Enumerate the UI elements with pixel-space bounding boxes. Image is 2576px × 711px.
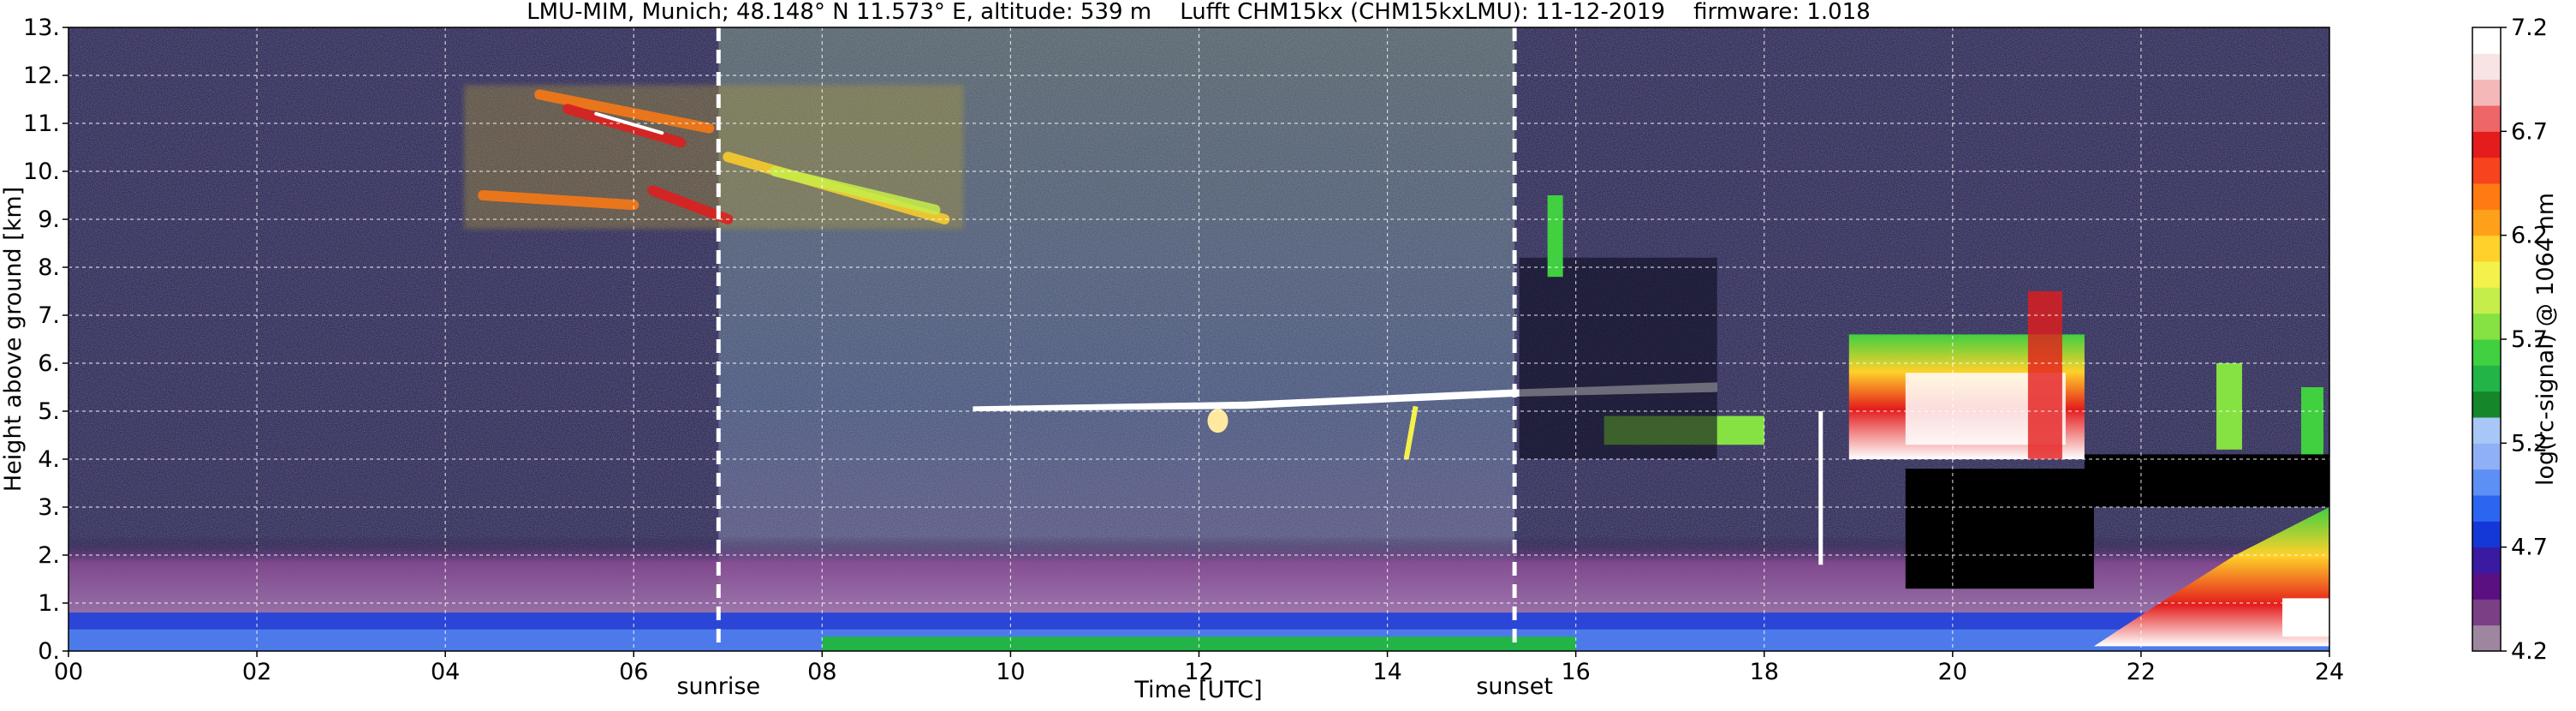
x-tick-label: 12 [1184,659,1213,685]
axes: 00 02 04 06 08 10 12 14 16 18 20 22 24 0. 1. 2. 3. 4. 5. 6.… [23,15,2344,685]
colorbar-segment [2472,183,2501,210]
colorbar-segment [2472,547,2501,574]
x-tick-label: 00 [54,659,83,685]
y-tick-label: 13. [23,15,60,41]
colorbar-segment [2472,495,2501,522]
cirrus-streak [478,190,640,211]
colorbar-tick-label: 4.2 [2511,638,2548,665]
y-tick-label: 9. [38,206,60,233]
x-tick-label: 24 [2315,659,2344,685]
marker-label-sunrise: sunrise [676,673,760,700]
y-tick-label: 12. [23,63,60,89]
y-tick-label: 8. [38,254,60,281]
cirrus-streak [647,185,734,224]
cirrus-streak [562,104,687,148]
y-tick-label: 3. [38,494,60,521]
colorbar-segment [2472,313,2501,340]
x-tick-label: 16 [1561,659,1590,685]
attenuated-region [1905,469,2094,589]
colorbar-segment [2472,365,2501,392]
y-tick-label: 11. [23,111,60,137]
colorbar-segment [2472,79,2501,106]
x-tick-label: 08 [807,659,836,685]
x-tick-label: 14 [1372,659,1401,685]
x-tick-label: 10 [996,659,1025,685]
colorbar-tick-label: 4.7 [2511,535,2548,561]
colorbar-segment [2472,469,2501,496]
colorbar-segment [2472,599,2501,626]
colorbar-segment [2472,339,2501,366]
attenuated-region [2084,454,2329,507]
colorbar-tick-label: 6.2 [2511,223,2548,249]
cloud-fragment [2300,387,2323,459]
colorbar-segment [2472,261,2501,288]
colorbar-segment [2472,287,2501,314]
dark-region [1519,257,1717,459]
colorbar-segment [2472,209,2501,236]
virga-streak [1403,405,1419,460]
colorbar-segment [2472,27,2501,54]
low-cloud-core [2282,598,2329,637]
x-tick-label: 18 [1750,659,1779,685]
colorbar-segment [2472,624,2501,652]
thin-cloud [1547,195,1563,278]
colorbar-segment [2472,521,2501,548]
colorbar-segment [2472,105,2501,132]
low-cloud [2093,507,2329,647]
colorbar-tick-label: 6.7 [2511,118,2548,145]
colorbar-tick-label: 5.2 [2511,430,2548,457]
y-tick-label: 1. [38,590,60,617]
x-tick-label: 04 [431,659,460,685]
x-tick-label: 22 [2127,659,2156,685]
x-tick-label: 20 [1938,659,1967,685]
chart-title: LMU-MIM, Munich; 48.148° N 11.573° E, al… [527,0,1871,25]
x-tick-label: 06 [619,659,648,685]
y-tick-label: 7. [38,302,60,329]
colorbar-segment [2472,131,2501,158]
sun-markers: sunrise sunset [676,27,1553,700]
colorbar-segment [2472,573,2501,600]
colorbar-segment [2472,417,2501,444]
colorbar-tick-label: 7.2 [2511,15,2548,41]
cirrus-streak [770,166,941,215]
colorbar-segment [2472,157,2501,184]
grid [68,27,2329,651]
cloud-fragment [2216,363,2242,450]
convective-tower [2027,291,2062,459]
colorbar-segment [2472,53,2501,81]
colorbar-label: log(rc-signal) @ 1064 nm [2532,193,2559,486]
cirrus-core [594,111,664,135]
y-tick-label: 6. [38,350,60,377]
y-tick-label: 0. [38,638,60,665]
y-tick-label: 2. [38,542,60,569]
y-tick-label: 5. [38,398,60,425]
colorbar-segment [2472,391,2501,418]
cirrus-streak [534,89,715,134]
colorbar-tick-label: 5.7 [2511,326,2548,353]
x-tick-label: 02 [242,659,271,685]
x-axis-label: Time [UTC] [1133,677,1262,703]
y-axis-label: Height above ground [km] [0,187,27,492]
colorbar: 4.2 4.7 5.2 5.7 6.2 6.7 7.2 [2472,15,2548,665]
y-tick-label: 4. [38,446,60,473]
y-tick-label: 10. [23,158,60,185]
colorbar-segment [2472,235,2501,262]
cloud-drop [1207,409,1229,433]
marker-label-sunset: sunset [1476,673,1553,700]
colorbar-segment [2472,443,2501,470]
